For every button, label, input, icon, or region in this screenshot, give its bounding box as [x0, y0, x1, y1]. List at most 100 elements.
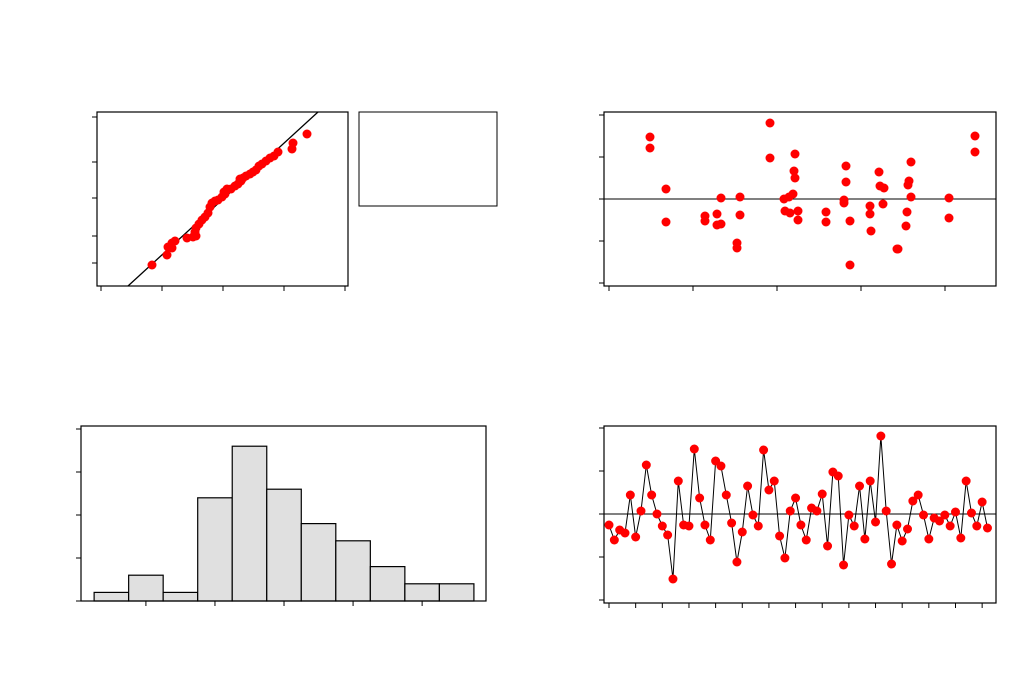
point: [716, 219, 726, 229]
bar: [128, 574, 164, 602]
point: [887, 559, 897, 569]
point: [881, 506, 891, 516]
point: [170, 236, 180, 246]
point: [661, 217, 671, 227]
point: [737, 527, 747, 537]
point: [716, 461, 726, 471]
point: [977, 497, 987, 507]
point: [273, 147, 283, 157]
point: [812, 506, 822, 516]
point: [866, 226, 876, 236]
point: [874, 167, 884, 177]
point: [940, 510, 950, 520]
point: [970, 147, 980, 157]
bar: [231, 445, 268, 602]
point: [625, 490, 635, 500]
point: [764, 485, 774, 495]
point: [906, 157, 916, 167]
point: [904, 176, 914, 186]
point: [903, 524, 913, 534]
point: [860, 534, 870, 544]
point: [934, 516, 944, 526]
point: [785, 208, 795, 218]
point: [732, 557, 742, 567]
point: [790, 173, 800, 183]
plot-frame: [603, 111, 997, 287]
point: [878, 199, 888, 209]
point: [689, 444, 699, 454]
point: [839, 560, 849, 570]
point: [865, 209, 875, 219]
point: [789, 166, 799, 176]
point: [908, 496, 918, 506]
point: [780, 553, 790, 563]
point: [944, 193, 954, 203]
point: [732, 243, 742, 253]
point: [769, 476, 779, 486]
bar: [335, 540, 371, 602]
point: [944, 213, 954, 223]
point: [721, 490, 731, 500]
point: [956, 533, 966, 543]
point: [876, 431, 886, 441]
bar: [93, 591, 130, 602]
point: [865, 201, 875, 211]
point: [661, 184, 671, 194]
point: [705, 535, 715, 545]
point: [235, 174, 245, 184]
point: [897, 536, 907, 546]
point: [982, 523, 992, 533]
plot-frame: [603, 425, 997, 604]
point: [631, 532, 641, 542]
point: [641, 460, 651, 470]
point: [645, 143, 655, 153]
point: [849, 521, 859, 531]
point: [892, 520, 902, 530]
point: [748, 510, 758, 520]
point: [821, 207, 831, 217]
point: [950, 507, 960, 517]
point: [796, 520, 806, 530]
point: [788, 189, 798, 199]
point: [700, 520, 710, 530]
point: [663, 530, 673, 540]
point: [913, 490, 923, 500]
point: [765, 153, 775, 163]
point: [695, 493, 705, 503]
bar: [162, 591, 199, 602]
point: [893, 244, 903, 254]
bar: [197, 497, 233, 602]
point: [902, 207, 912, 217]
point: [833, 471, 843, 481]
point: [620, 528, 630, 538]
point: [604, 520, 614, 530]
point: [906, 192, 916, 202]
point: [790, 149, 800, 159]
point: [972, 521, 982, 531]
point: [817, 489, 827, 499]
point: [879, 183, 889, 193]
point: [684, 521, 694, 531]
point: [785, 506, 795, 516]
point: [765, 118, 775, 128]
point: [743, 481, 753, 491]
point: [945, 521, 955, 531]
point: [645, 132, 655, 142]
bar: [438, 583, 475, 602]
point: [793, 206, 803, 216]
point: [652, 509, 662, 519]
point: [220, 189, 230, 199]
point: [712, 209, 722, 219]
point: [871, 517, 881, 527]
point: [636, 506, 646, 516]
bar: [404, 583, 440, 602]
legend-box: [358, 111, 498, 207]
bar: [266, 488, 302, 602]
point: [865, 476, 875, 486]
point: [801, 535, 811, 545]
point: [841, 161, 851, 171]
plot-frame: [80, 425, 487, 602]
point: [793, 215, 803, 225]
